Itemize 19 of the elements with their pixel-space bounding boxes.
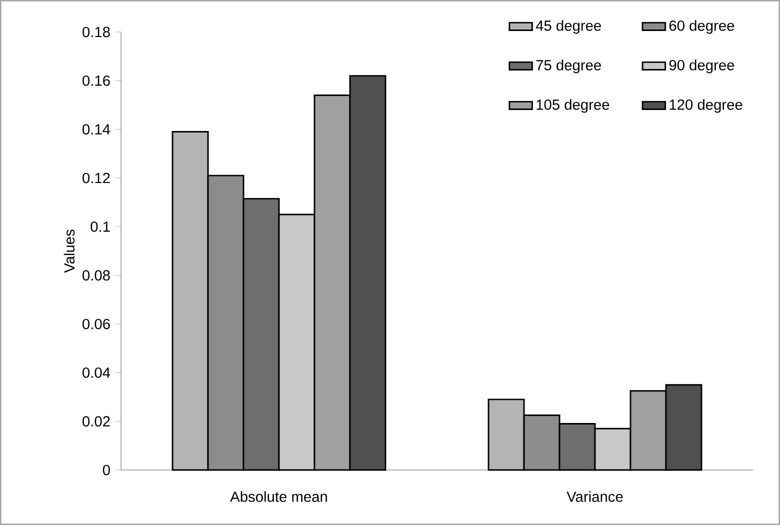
- x-tick-label: Absolute mean: [230, 491, 327, 502]
- y-tick-label: 0.04: [82, 367, 110, 378]
- y-tick-label: 0.06: [82, 318, 110, 330]
- y-tick-label: 0.1: [90, 221, 110, 232]
- y-tick-label: 0: [102, 464, 110, 476]
- x-tick-label: Variance: [566, 491, 623, 502]
- legend-label: 90 degree: [669, 60, 734, 74]
- y-axis-title: Values: [64, 230, 75, 273]
- legend-label: 45 degree: [536, 20, 601, 34]
- y-tick-label: 0.16: [82, 75, 110, 86]
- legend-label: 60 degree: [669, 20, 734, 34]
- legend-label: 75 degree: [536, 60, 601, 74]
- y-tick-label: 0.12: [82, 172, 110, 184]
- legend-label: 105 degree: [536, 99, 610, 113]
- legend-label: 120 degree: [670, 99, 742, 113]
- y-tick-label: 0.18: [82, 26, 110, 38]
- y-tick-label: 0.02: [82, 416, 110, 427]
- y-tick-label: 0.14: [82, 124, 110, 135]
- y-tick-label: 0.08: [82, 270, 110, 281]
